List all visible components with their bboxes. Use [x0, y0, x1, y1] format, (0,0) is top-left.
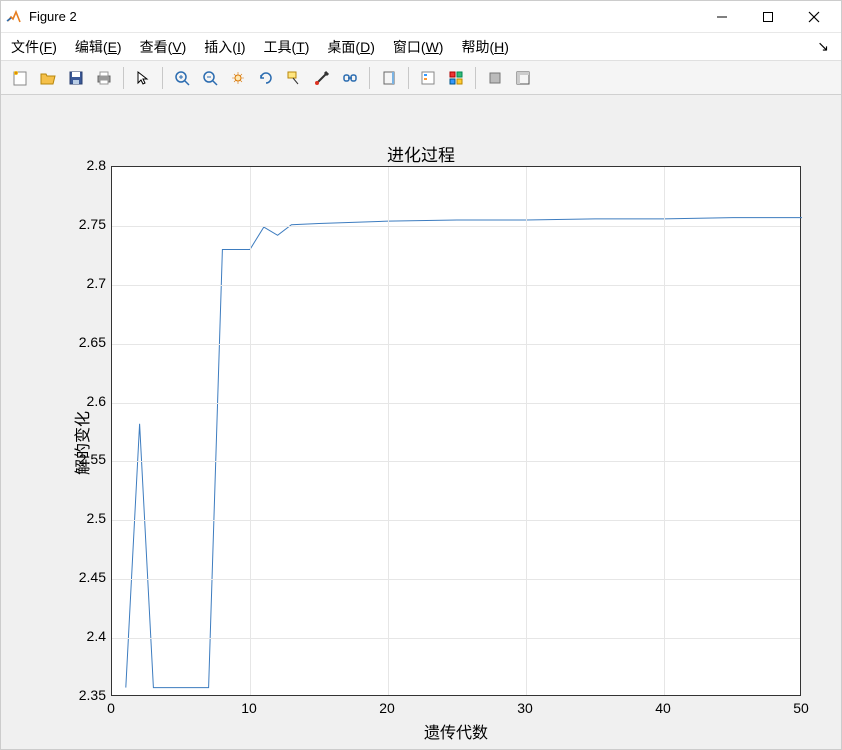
menu-help[interactable]: 帮助(H): [459, 35, 510, 59]
y-tick-label: 2.6: [66, 393, 106, 409]
matlab-icon: [5, 8, 23, 26]
x-tick-label: 30: [517, 700, 533, 716]
plot-browser-button[interactable]: [443, 65, 469, 91]
chart-title: 进化过程: [387, 141, 455, 166]
y-tick-label: 2.4: [66, 628, 106, 644]
window-title: Figure 2: [29, 9, 699, 24]
toolbar-separator: [369, 67, 370, 89]
window-controls: [699, 2, 837, 32]
y-tick-label: 2.45: [66, 569, 106, 585]
pointer-button[interactable]: [130, 65, 156, 91]
menu-window[interactable]: 窗口(W): [391, 35, 446, 59]
data-cursor-button[interactable]: [281, 65, 307, 91]
toolbar-separator: [123, 67, 124, 89]
figure-window: Figure 2 文件(F) 编辑(E) 查看(V) 插入(I) 工具(T) 桌…: [0, 0, 842, 750]
toolbar-separator: [162, 67, 163, 89]
y-tick-label: 2.35: [66, 687, 106, 703]
rotate-button[interactable]: [253, 65, 279, 91]
menu-desktop[interactable]: 桌面(D): [325, 35, 376, 59]
y-tick-label: 2.8: [66, 157, 106, 173]
x-tick-label: 50: [793, 700, 809, 716]
new-figure-button[interactable]: [7, 65, 33, 91]
link-button[interactable]: [337, 65, 363, 91]
minimize-button[interactable]: [699, 2, 745, 32]
y-tick-label: 2.7: [66, 275, 106, 291]
insert-colorbar-button[interactable]: [376, 65, 402, 91]
show-plot-tools-button[interactable]: [510, 65, 536, 91]
x-tick-label: 0: [107, 700, 115, 716]
hide-plot-tools-button[interactable]: [482, 65, 508, 91]
print-button[interactable]: [91, 65, 117, 91]
x-tick-label: 40: [655, 700, 671, 716]
save-button[interactable]: [63, 65, 89, 91]
insert-legend-button[interactable]: [415, 65, 441, 91]
zoom-out-button[interactable]: [197, 65, 223, 91]
brush-button[interactable]: [309, 65, 335, 91]
close-button[interactable]: [791, 2, 837, 32]
menu-file[interactable]: 文件(F): [9, 35, 59, 59]
maximize-button[interactable]: [745, 2, 791, 32]
menubar: 文件(F) 编辑(E) 查看(V) 插入(I) 工具(T) 桌面(D) 窗口(W…: [1, 33, 841, 61]
menu-edit[interactable]: 编辑(E): [73, 35, 124, 59]
open-button[interactable]: [35, 65, 61, 91]
plot-axes[interactable]: [111, 166, 801, 696]
toolbar: [1, 61, 841, 95]
y-tick-label: 2.55: [66, 451, 106, 467]
titlebar: Figure 2: [1, 1, 841, 33]
x-tick-label: 20: [379, 700, 395, 716]
dock-arrow-icon[interactable]: ↘: [817, 38, 833, 55]
menu-tools[interactable]: 工具(T): [262, 35, 312, 59]
line-series: [112, 167, 802, 697]
y-tick-label: 2.75: [66, 216, 106, 232]
y-tick-label: 2.5: [66, 510, 106, 526]
toolbar-separator: [475, 67, 476, 89]
menu-view[interactable]: 查看(V): [138, 35, 189, 59]
pan-button[interactable]: [225, 65, 251, 91]
y-tick-label: 2.65: [66, 334, 106, 350]
zoom-in-button[interactable]: [169, 65, 195, 91]
x-axis-label: 遗传代数: [424, 719, 488, 743]
toolbar-separator: [408, 67, 409, 89]
x-tick-label: 10: [241, 700, 257, 716]
figure-area: 进化过程 遗传代数 解的变化 010203040502.352.42.452.5…: [1, 95, 841, 749]
menu-insert[interactable]: 插入(I): [202, 35, 247, 59]
